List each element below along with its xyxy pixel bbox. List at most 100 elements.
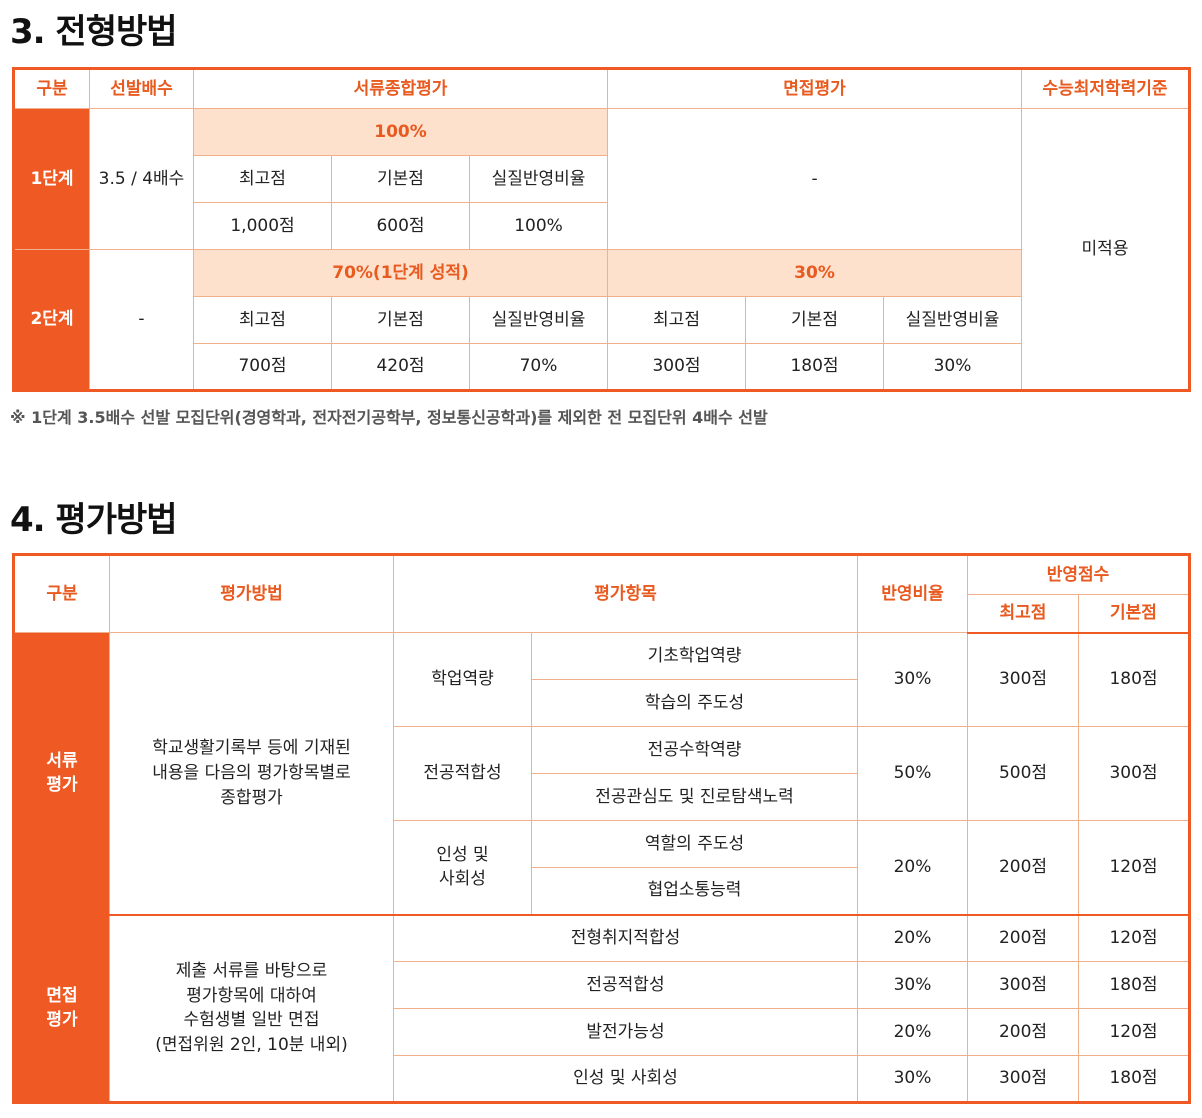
header-row: 구분 선발배수 서류종합평가 면접평가 수능최저학력기준 [13,68,1191,109]
stage2-docs-col-ratio: 실질반영비율 [468,296,609,344]
header-row-2: 최고점 기본점 [14,594,1190,634]
stage1-col-base: 기본점 [331,155,470,203]
interview-label: 면접 평가 [13,913,110,1103]
docs-method: 학교생활기록부 등에 기재된 내용을 다음의 평가항목별로 종합평가 [109,632,394,915]
header-items: 평가항목 [393,554,858,633]
stage1-col-max: 최고점 [193,155,332,203]
stage1-col-ratio: 실질반영비율 [468,155,609,203]
stage2-row-values: 700점 420점 70% 300점 180점 30% [14,343,1190,391]
interview-item: 발전가능성 [393,1008,858,1056]
evaluation-method-table: 구분 평가방법 평가항목 반영비율 반영점수 최고점 기본점 서류 평가 학교생… [12,553,1191,1104]
docs-base: 180점 [1078,632,1190,727]
header-suneung: 수능최저학력기준 [1021,68,1191,109]
stage2-docs-col-max: 최고점 [193,296,332,344]
docs-sub-item: 전공관심도 및 진로탐색노력 [531,773,858,821]
stage1-row-values: 1,000점 600점 100% [14,202,1190,250]
interview-max: 200점 [967,913,1079,962]
header-ratio: 반영비율 [857,554,968,633]
docs-sub-item: 전공수학역량 [531,726,858,774]
stage1-row-cols: 최고점 기본점 실질반영비율 [14,155,1190,203]
stage2-int-col-ratio: 실질반영비율 [883,296,1023,344]
docs-max: 500점 [967,726,1079,821]
stage1-docs-base: 600점 [331,202,470,250]
stage2-docs-base: 420점 [331,343,470,391]
stage2-docs-max: 700점 [193,343,332,391]
interview-item: 전공적합성 [393,961,858,1009]
interview-base: 180점 [1078,961,1190,1009]
interview-ratio: 20% [857,1008,968,1056]
stage2-int-max: 300점 [607,343,747,391]
stage1-multiple: 3.5 / 4배수 [89,108,194,250]
suneung-value: 미적용 [1021,108,1191,391]
stage2-docs-ratio: 70% [468,343,609,391]
stage1-row-pct: 1단계 3.5 / 4배수 100% - 미적용 [13,108,1191,391]
interview-base: 120점 [1078,913,1190,962]
interview-row: 발전가능성 20% 200점 120점 [14,1008,1190,1056]
docs-row: 전공적합성 전공수학역량 50% 500점 300점 [14,726,1190,821]
docs-sub-item: 학습의 주도성 [531,679,858,727]
docs-max: 200점 [967,820,1079,915]
stage2-int-col-base: 기본점 [745,296,885,344]
interview-item: 전형취지적합성 [393,913,858,962]
docs-ratio: 30% [857,632,968,727]
interview-row: 면접 평가 제출 서류를 바탕으로 평가항목에 대하여 수험생별 일반 면접 (… [13,913,1190,1103]
interview-max: 300점 [967,1055,1079,1103]
docs-ratio: 50% [857,726,968,821]
interview-item: 인성 및 사회성 [393,1055,858,1103]
docs-sub-item: 협업소통능력 [531,867,858,915]
interview-base: 180점 [1078,1055,1190,1103]
interview-row: 인성 및 사회성 30% 300점 180점 [14,1055,1190,1103]
interview-row: 전공적합성 30% 300점 180점 [14,961,1190,1009]
docs-row: 서류 평가 학교생활기록부 등에 기재된 내용을 다음의 평가항목별로 종합평가… [13,632,1190,915]
stage2-int-col-max: 최고점 [607,296,747,344]
section-title-evaluation: 4. 평가방법 [10,500,178,540]
interview-max: 300점 [967,961,1079,1009]
header-base: 기본점 [1078,594,1190,634]
header-score: 반영점수 [967,554,1190,595]
header-gubun: 구분 [13,554,110,633]
selection-method-table: 구분 선발배수 서류종합평가 면접평가 수능최저학력기준 1단계 3.5 / 4… [12,67,1192,392]
docs-sub-item: 역할의 주도성 [531,820,858,868]
stage1-label: 1단계 [13,108,90,250]
stage2-row-pct: 2단계 - 70%(1단계 성적) 30% [13,249,1190,391]
stage2-interview-pct: 30% [607,249,1023,297]
stage2-multiple: - [89,249,194,391]
selection-note: ※ 1단계 3.5배수 선발 모집단위(경영학과, 전자전기공학부, 정보통신공… [10,408,768,427]
docs-group-character: 인성 및 사회성 [393,820,532,915]
header-row-1: 구분 평가방법 평가항목 반영비율 반영점수 [13,554,1190,633]
stage1-docs-max: 1,000점 [193,202,332,250]
docs-sub-item: 기초학업역량 [531,632,858,680]
interview-max: 200점 [967,1008,1079,1056]
docs-base: 120점 [1078,820,1190,915]
docs-row: 인성 및 사회성 역할의 주도성 20% 200점 120점 [14,820,1190,915]
docs-group-major: 전공적합성 [393,726,532,821]
stage2-int-ratio: 30% [883,343,1023,391]
docs-row: 협업소통능력 [14,867,1190,915]
header-interview: 면접평가 [607,68,1023,109]
header-multiple: 선발배수 [89,68,194,109]
interview-ratio: 30% [857,961,968,1009]
docs-base: 300점 [1078,726,1190,821]
stage2-int-base: 180점 [745,343,885,391]
stage1-docs-ratio: 100% [468,202,609,250]
header-docs: 서류종합평가 [192,68,609,109]
interview-method: 제출 서류를 바탕으로 평가항목에 대하여 수험생별 일반 면접 (면접위원 2… [109,913,394,1103]
header-method: 평가방법 [109,554,394,633]
docs-group-academic: 학업역량 [393,632,532,727]
stage2-label: 2단계 [13,249,90,391]
interview-ratio: 20% [857,913,968,962]
docs-label: 서류 평가 [13,632,110,915]
docs-max: 300점 [967,632,1079,727]
section-title-selection: 3. 전형방법 [10,12,178,52]
interview-base: 120점 [1078,1008,1190,1056]
header-gubun: 구분 [13,68,90,109]
stage2-docs-pct: 70%(1단계 성적) [192,249,609,297]
stage2-row-cols: 최고점 기본점 실질반영비율 최고점 기본점 실질반영비율 [14,296,1190,344]
header-max: 최고점 [967,594,1079,634]
interview-ratio: 30% [857,1055,968,1103]
docs-ratio: 20% [857,820,968,915]
stage1-docs-pct: 100% [192,108,609,156]
docs-row: 전공관심도 및 진로탐색노력 [14,773,1190,821]
stage2-docs-col-base: 기본점 [331,296,470,344]
stage1-interview: - [607,108,1023,250]
